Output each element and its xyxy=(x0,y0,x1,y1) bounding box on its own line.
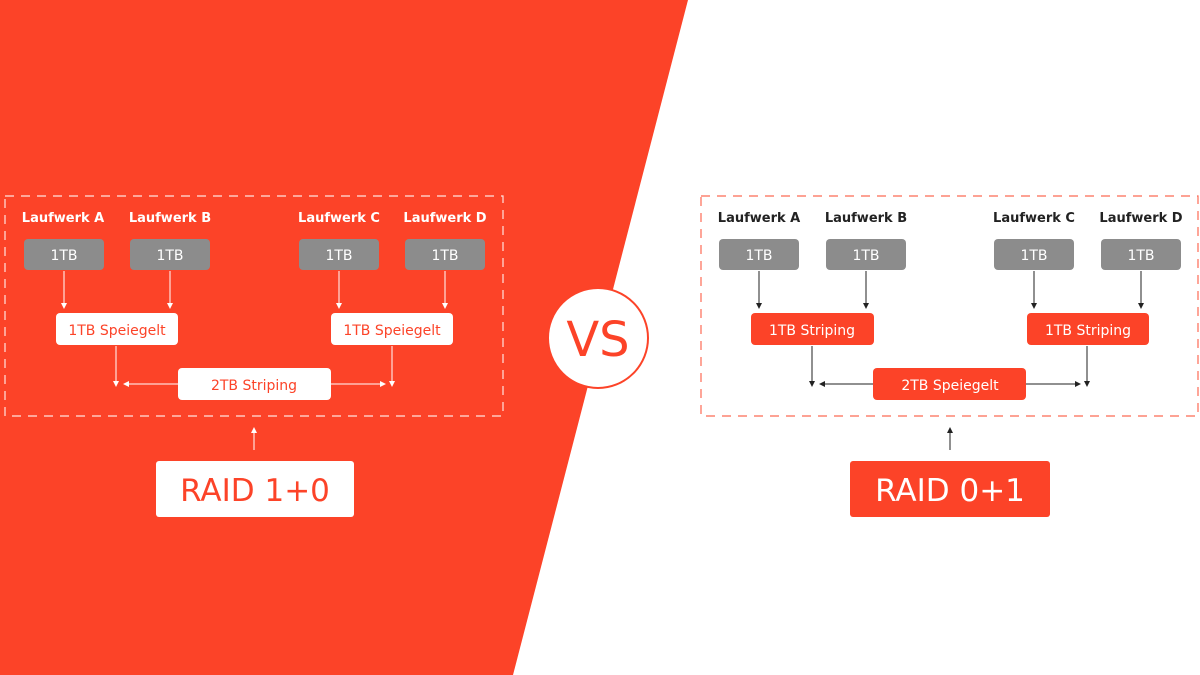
raid10-title-box xyxy=(156,461,354,517)
drive-label: Laufwerk A xyxy=(718,211,800,226)
drive-label: Laufwerk D xyxy=(1099,211,1182,226)
raid10-panel: Laufwerk A 1TB Laufwerk B 1TB Laufwerk C… xyxy=(4,195,504,517)
drive-box xyxy=(130,239,210,270)
raid01-dashed-frame xyxy=(700,195,1199,417)
drive-box xyxy=(826,239,906,270)
stripe-group-box xyxy=(751,313,874,345)
drive-size: 1TB xyxy=(1020,248,1047,264)
drive-label: Laufwerk A xyxy=(22,211,104,226)
arrows xyxy=(756,271,1144,450)
drive-size: 1TB xyxy=(156,248,183,264)
vs-badge xyxy=(547,287,649,389)
drive-b: Laufwerk B 1TB xyxy=(129,211,211,270)
drive-box xyxy=(405,239,485,270)
drive-box xyxy=(24,239,104,270)
drive-box xyxy=(994,239,1074,270)
drive-size: 1TB xyxy=(852,248,879,264)
combined-label: 2TB Speiegelt xyxy=(901,378,999,394)
mirror-group-label: 1TB Speiegelt xyxy=(343,323,441,339)
drive-label: Laufwerk B xyxy=(129,211,211,226)
drive-size: 1TB xyxy=(431,248,458,264)
combined-box xyxy=(178,368,331,400)
vs-label: VS xyxy=(566,312,629,368)
stripe-group-label: 1TB Striping xyxy=(1045,323,1131,339)
mirror-group-label: 1TB Speiegelt xyxy=(68,323,166,339)
drive-a: Laufwerk A 1TB xyxy=(718,211,800,270)
combined-label: 2TB Striping xyxy=(211,378,297,394)
drive-c: Laufwerk C 1TB xyxy=(298,211,380,270)
stripe-group-label: 1TB Striping xyxy=(769,323,855,339)
mirror-group-box xyxy=(331,313,453,345)
drive-label: Laufwerk C xyxy=(993,211,1075,226)
raid10-dashed-frame xyxy=(4,195,504,417)
combined-box xyxy=(873,368,1026,400)
drive-c: Laufwerk C 1TB xyxy=(993,211,1075,270)
drive-b: Laufwerk B 1TB xyxy=(825,211,907,270)
arrows xyxy=(61,271,448,450)
raid01-title-box xyxy=(850,461,1050,517)
drive-label: Laufwerk B xyxy=(825,211,907,226)
raid01-title: RAID 0+1 xyxy=(875,473,1025,509)
drive-size: 1TB xyxy=(325,248,352,264)
drive-box xyxy=(1101,239,1181,270)
drive-a: Laufwerk A 1TB xyxy=(22,211,104,270)
drive-size: 1TB xyxy=(50,248,77,264)
drive-d: Laufwerk D 1TB xyxy=(403,211,487,270)
raid10-title: RAID 1+0 xyxy=(180,473,330,509)
stripe-group-box xyxy=(1027,313,1149,345)
drive-label: Laufwerk D xyxy=(403,211,486,226)
drive-box xyxy=(719,239,799,270)
drive-d: Laufwerk D 1TB xyxy=(1099,211,1183,270)
drive-size: 1TB xyxy=(1127,248,1154,264)
mirror-group-box xyxy=(56,313,178,345)
drive-box xyxy=(299,239,379,270)
drive-label: Laufwerk C xyxy=(298,211,380,226)
drive-size: 1TB xyxy=(745,248,772,264)
raid01-panel: Laufwerk A 1TB Laufwerk B 1TB Laufwerk C… xyxy=(700,195,1199,517)
